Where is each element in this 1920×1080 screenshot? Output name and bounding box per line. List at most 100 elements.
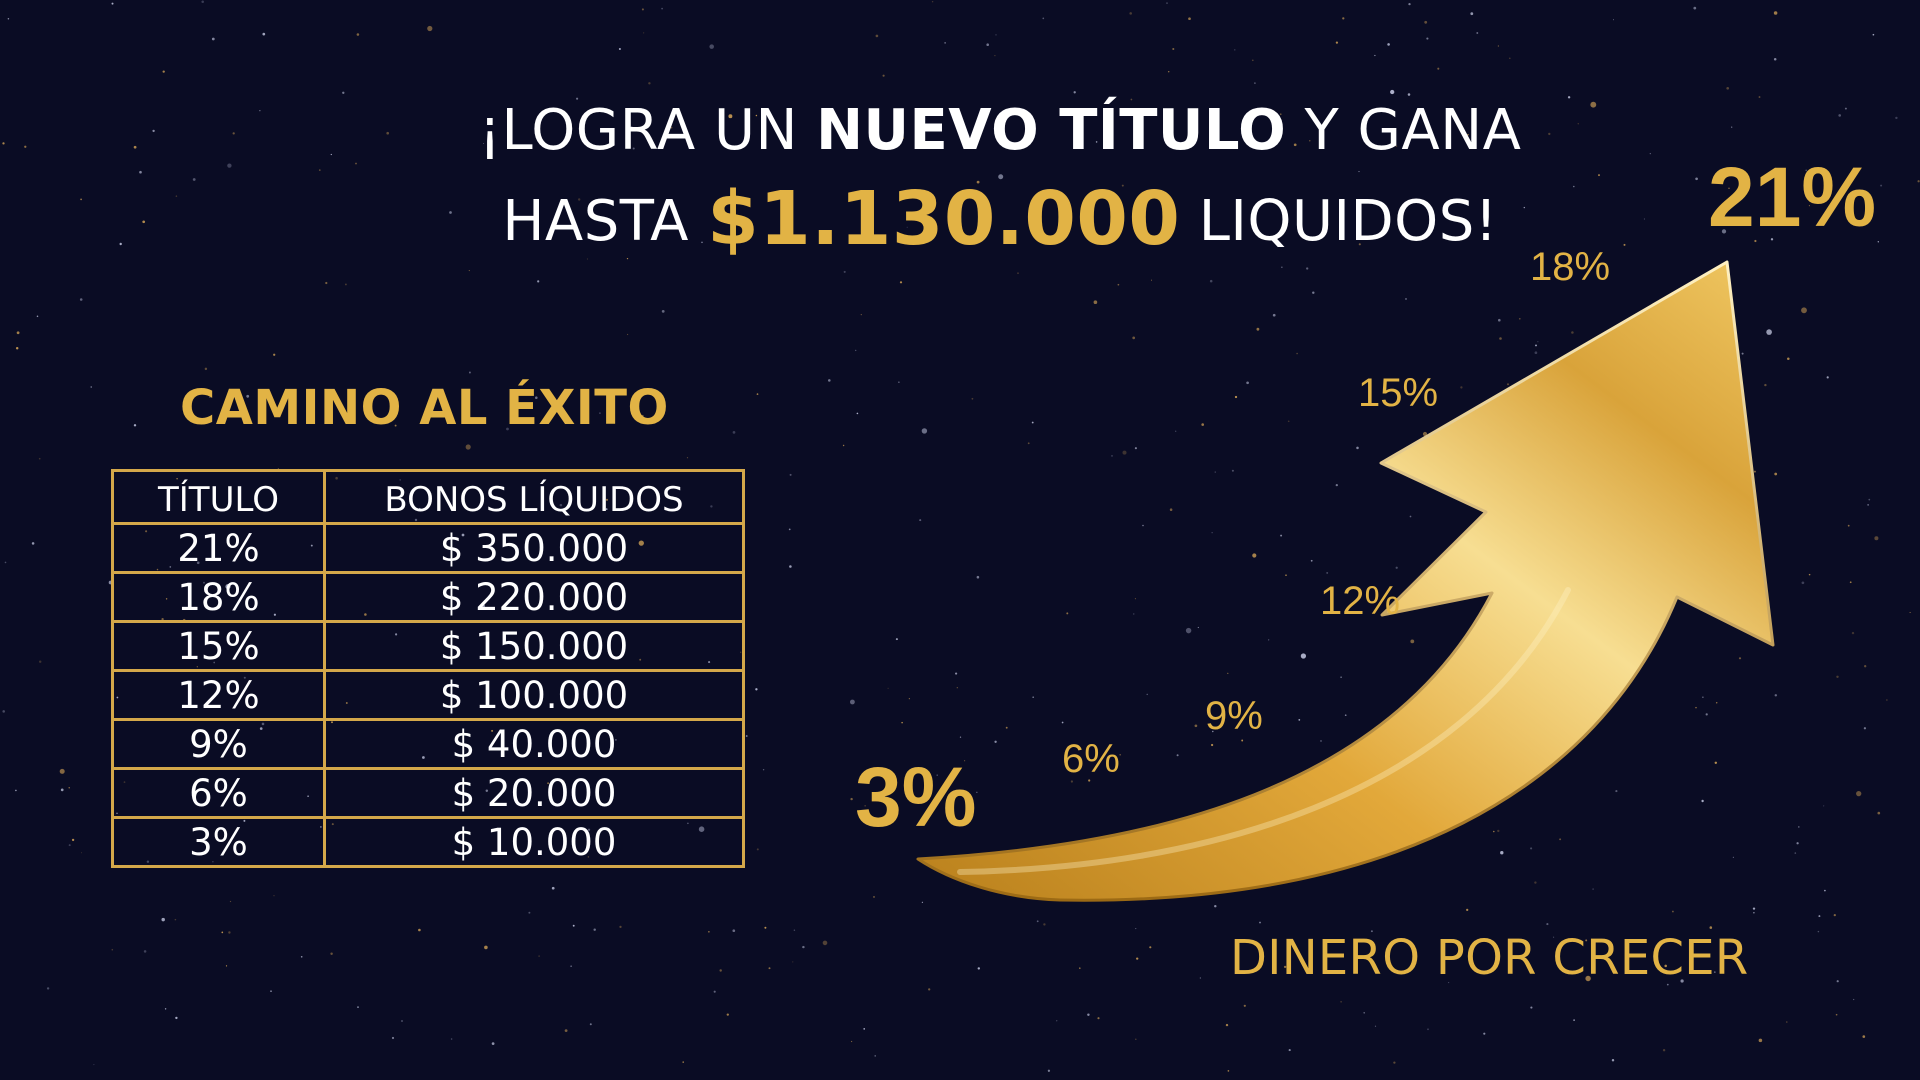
star-dot	[1466, 908, 1469, 912]
star-dot	[1770, 238, 1774, 241]
star-dot	[1043, 923, 1046, 926]
star-dot	[686, 457, 689, 459]
star-dot	[1590, 101, 1597, 108]
star-dot	[1133, 613, 1135, 615]
star-dot	[1530, 847, 1533, 850]
star-dot	[342, 91, 345, 94]
star-dot	[1340, 676, 1342, 679]
star-dot	[1671, 910, 1674, 913]
star-dot	[1135, 928, 1137, 930]
star-dot	[1422, 431, 1428, 437]
star-dot	[570, 965, 572, 967]
star-dot	[133, 424, 137, 427]
star-dot	[192, 178, 196, 181]
table-row: 9% $ 40.000	[111, 718, 745, 770]
star-dot	[1095, 141, 1098, 143]
star-dot	[1169, 508, 1173, 511]
star-dot	[1326, 571, 1329, 574]
star-dot	[971, 397, 974, 400]
star-dot	[1741, 352, 1744, 355]
star-dot	[262, 32, 266, 36]
star-dot	[1047, 1069, 1051, 1072]
star-dot	[270, 990, 272, 992]
star-dot	[1088, 779, 1091, 782]
star-dot	[174, 918, 177, 921]
star-dot	[1500, 851, 1504, 855]
star-dot	[1210, 743, 1214, 747]
star-dot	[142, 220, 146, 224]
star-dot	[1571, 331, 1574, 334]
star-dot	[1794, 852, 1797, 854]
star-dot	[1199, 977, 1201, 979]
star-dot	[1374, 1025, 1377, 1027]
star-dot	[16, 331, 20, 335]
star-dot	[1374, 54, 1376, 57]
star-dot	[1356, 446, 1359, 450]
star-dot	[1548, 132, 1551, 136]
star-dot	[1808, 205, 1810, 207]
growth-step-label: 9%	[1205, 694, 1263, 738]
star-dot	[1017, 272, 1019, 275]
headline-text-liquid: LIQUIDOS!	[1180, 189, 1498, 254]
star-dot	[1836, 980, 1839, 983]
star-dot	[768, 967, 771, 970]
star-dot	[1917, 180, 1920, 183]
star-dot	[1268, 639, 1270, 641]
star-dot	[849, 699, 855, 705]
star-dot	[1061, 721, 1064, 724]
table-row: 15% $ 150.000	[111, 620, 745, 672]
star-dot	[1863, 727, 1867, 730]
table-row: 18% $ 220.000	[111, 571, 745, 623]
star-dot	[919, 519, 922, 522]
star-dot	[1056, 1020, 1058, 1022]
star-dot	[273, 895, 275, 897]
star-dot	[1272, 313, 1276, 317]
star-dot	[1410, 639, 1415, 644]
table-row: 6% $ 20.000	[111, 767, 745, 819]
star-dot	[1585, 939, 1588, 942]
star-dot	[899, 281, 903, 284]
star-dot	[1643, 218, 1645, 220]
star-dot	[901, 721, 903, 724]
star-dot	[850, 1040, 853, 1043]
star-dot	[1227, 672, 1229, 675]
star-dot	[873, 895, 875, 898]
star-dot	[713, 990, 716, 993]
star-dot	[318, 169, 321, 171]
star-dot	[1185, 627, 1192, 634]
star-dot	[418, 928, 421, 932]
star-dot	[506, 427, 509, 431]
star-dot	[671, 127, 673, 129]
star-dot	[708, 931, 710, 933]
star-dot	[572, 924, 575, 927]
star-dot	[802, 945, 805, 949]
star-dot	[627, 333, 629, 336]
star-dot	[60, 788, 64, 792]
star-dot	[1774, 472, 1778, 476]
star-dot	[1497, 829, 1500, 833]
star-dot	[828, 379, 831, 382]
star-dot	[1214, 904, 1217, 908]
star-dot	[1872, 33, 1875, 36]
star-dot	[1300, 653, 1307, 659]
star-dot	[1493, 830, 1495, 833]
star-dot	[728, 114, 733, 119]
star-dot	[1111, 455, 1113, 457]
star-dot	[586, 258, 588, 260]
star-dot	[1036, 920, 1039, 923]
star-dot	[901, 136, 905, 140]
star-dot	[1312, 291, 1315, 294]
star-dot	[1573, 1019, 1575, 1021]
star-dot	[1344, 714, 1347, 717]
growth-step-label: 12%	[1320, 579, 1400, 623]
star-dot	[1149, 946, 1152, 949]
star-dot	[164, 1008, 167, 1010]
star-dot	[1649, 153, 1651, 155]
star-dot	[732, 929, 736, 933]
star-dot	[1395, 566, 1398, 569]
star-dot	[1066, 612, 1069, 615]
star-dot	[31, 542, 35, 545]
star-dot	[1467, 133, 1469, 136]
table-row: 12% $ 100.000	[111, 669, 745, 721]
